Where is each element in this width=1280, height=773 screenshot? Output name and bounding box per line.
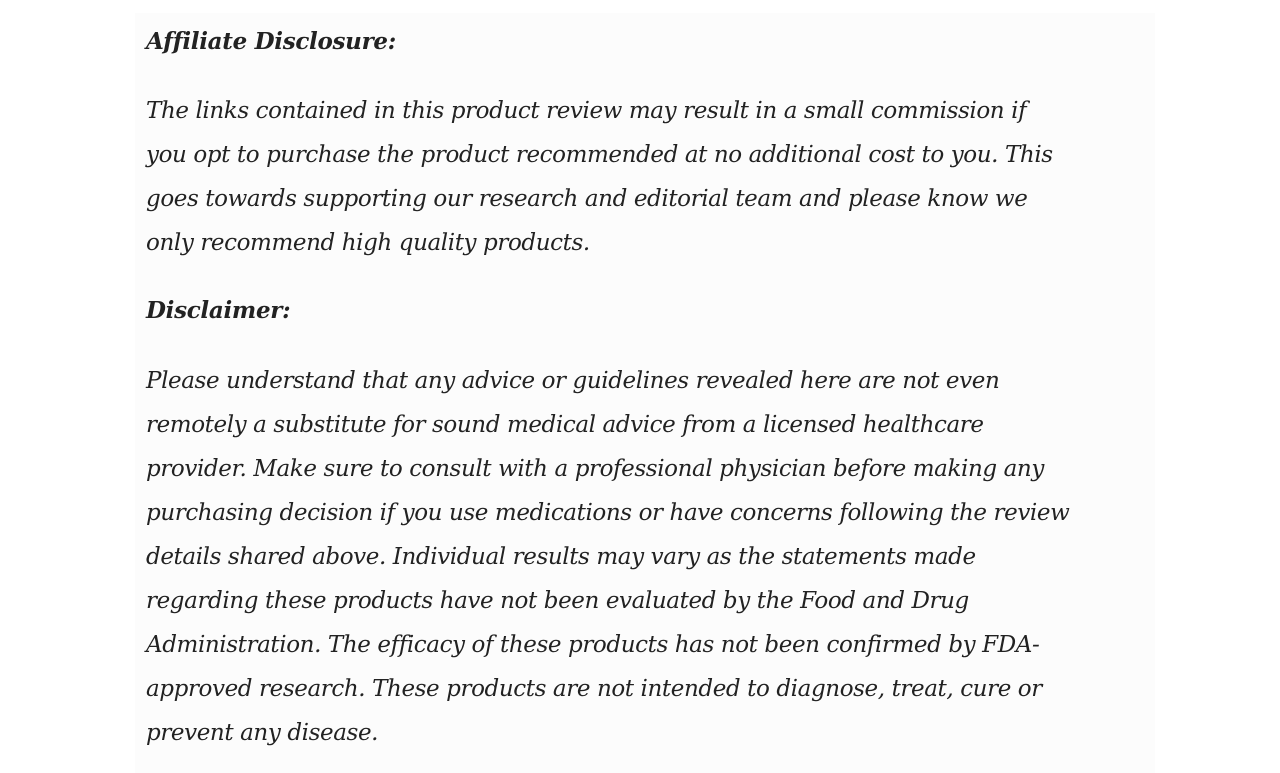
disclaimer-heading: Disclaimer: <box>146 297 291 324</box>
text-line: purchasing decision if you use medicatio… <box>146 500 1070 526</box>
affiliate-heading: Affiliate Disclosure: <box>146 28 396 55</box>
text-line: Please understand that any advice or gui… <box>146 368 1000 394</box>
disclosure-panel <box>135 13 1155 773</box>
text-line: regarding these products have not been e… <box>146 588 969 614</box>
text-line: remotely a substitute for sound medical … <box>146 412 984 438</box>
text-line: details shared above. Individual results… <box>146 544 976 570</box>
text-line: The links contained in this product revi… <box>146 98 1027 124</box>
text-line: only recommend high quality products. <box>146 230 590 256</box>
disclaimer-paragraph: Please understand that any advice or gui… <box>146 359 1070 755</box>
text-line: Administration. The efficacy of these pr… <box>146 632 1040 658</box>
affiliate-paragraph: The links contained in this product revi… <box>146 89 1053 265</box>
text-line: provider. Make sure to consult with a pr… <box>146 456 1044 482</box>
text-line: approved research. These products are no… <box>146 676 1042 702</box>
text-line: prevent any disease. <box>146 720 379 746</box>
text-line: goes towards supporting our research and… <box>146 186 1028 212</box>
text-line: you opt to purchase the product recommen… <box>146 142 1053 168</box>
